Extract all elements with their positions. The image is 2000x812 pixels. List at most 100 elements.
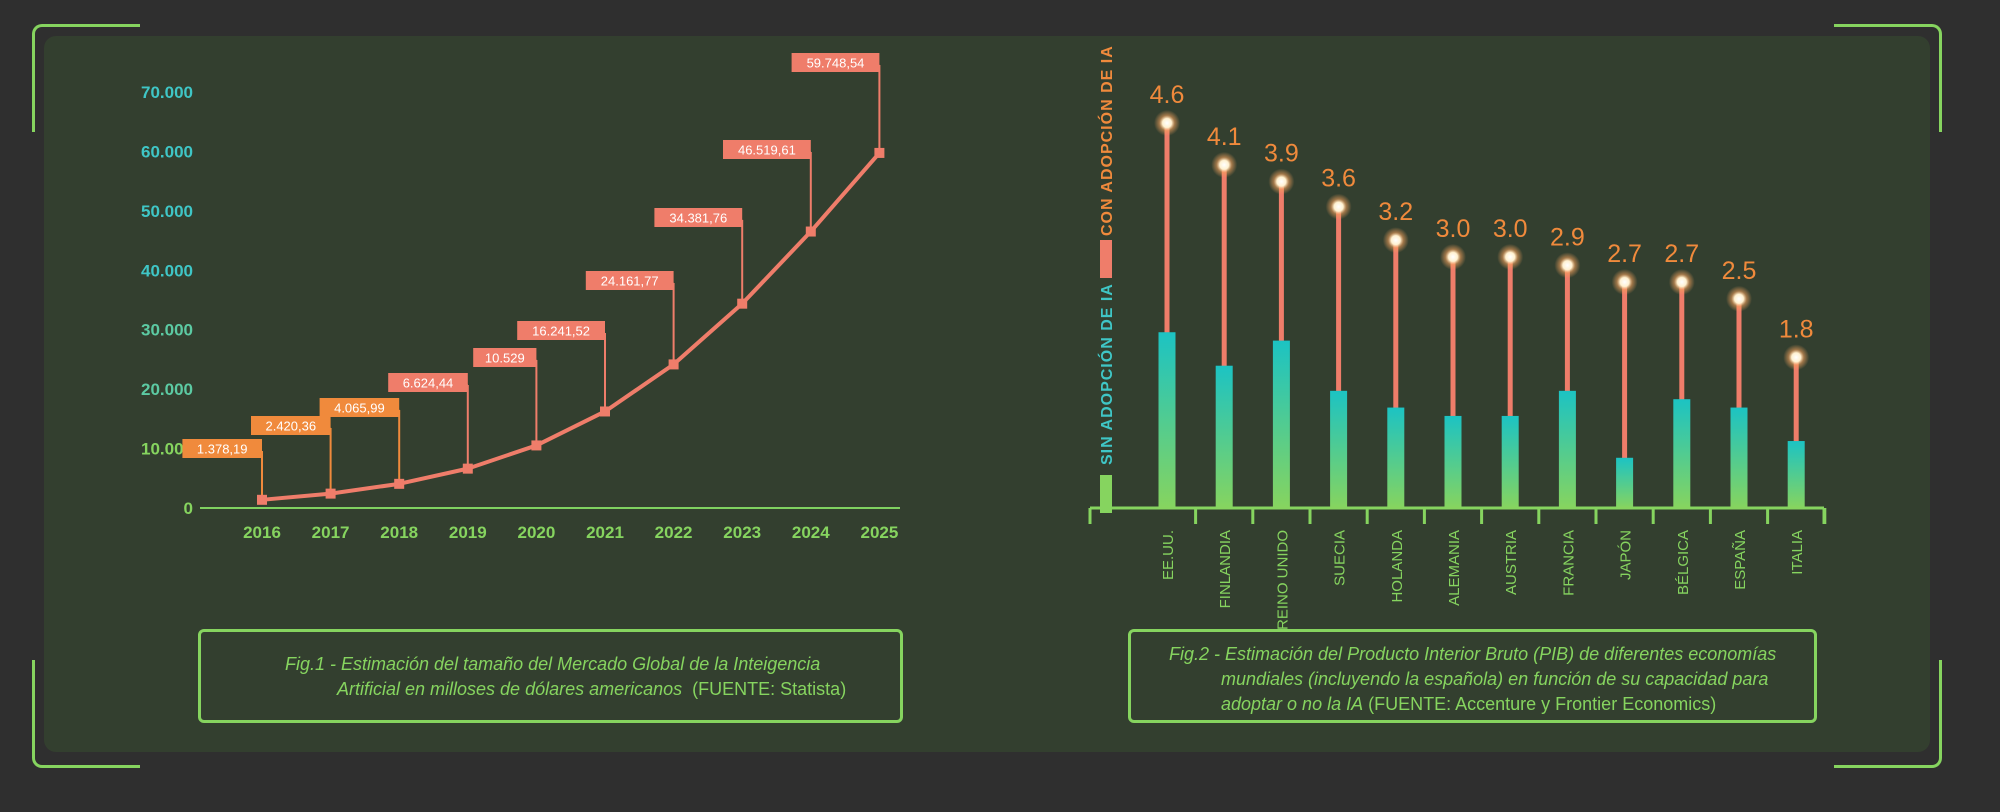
con-ia-value-label: 3.0 bbox=[1436, 215, 1471, 243]
sin-ia-bar bbox=[1558, 390, 1576, 508]
y-tick-label: 10.000 bbox=[141, 440, 193, 459]
figure-1-caption-title: Fig.1 - Estimación del tamaño del Mercad… bbox=[285, 654, 821, 674]
data-label: 4.065,99 bbox=[334, 401, 385, 416]
x-tick-label: 2022 bbox=[655, 523, 693, 542]
con-ia-point bbox=[1154, 110, 1180, 136]
con-ia-point bbox=[1382, 227, 1409, 254]
y-tick-label: 40.000 bbox=[141, 261, 193, 280]
con-ia-point bbox=[1497, 243, 1524, 270]
sin-ia-bar bbox=[1616, 457, 1634, 508]
figure-2-caption-title: Fig.2 - Estimación del Producto Interior… bbox=[1169, 644, 1777, 664]
data-label-box bbox=[473, 348, 537, 367]
legend-label-con: CON ADOPCIÓN DE IA bbox=[1097, 45, 1116, 236]
data-label-box bbox=[388, 373, 468, 392]
data-label: 16.241,52 bbox=[532, 324, 590, 339]
x-category-label: JAPÓN bbox=[1618, 530, 1635, 580]
con-ia-point bbox=[1783, 344, 1810, 371]
y-tick-label: 0 bbox=[184, 499, 193, 518]
data-label-box bbox=[251, 416, 331, 435]
x-tick-label: 2024 bbox=[792, 523, 830, 542]
x-category-label: ALEMANIA bbox=[1446, 530, 1463, 606]
data-label-box bbox=[654, 208, 743, 227]
frame-corner-bottom-left bbox=[32, 660, 140, 768]
sin-ia-bar bbox=[1272, 340, 1290, 508]
con-ia-value-label: 3.6 bbox=[1321, 165, 1356, 193]
y-tick-label: 70.000 bbox=[141, 83, 193, 102]
frame-corner-top-left bbox=[32, 24, 140, 132]
sin-ia-bar bbox=[1215, 365, 1233, 508]
data-label-box bbox=[182, 439, 262, 458]
data-label: 46.519,61 bbox=[738, 143, 796, 158]
con-ia-value-label: 2.7 bbox=[1607, 240, 1642, 268]
con-ia-point bbox=[1668, 269, 1695, 296]
line-point bbox=[531, 440, 542, 451]
x-tick-label: 2025 bbox=[860, 523, 898, 542]
legend-swatch-sin bbox=[1100, 475, 1112, 513]
x-tick-label: 2017 bbox=[312, 523, 350, 542]
data-label: 6.624,44 bbox=[403, 376, 454, 391]
x-tick-label: 2020 bbox=[517, 523, 555, 542]
con-ia-point bbox=[1554, 252, 1581, 279]
x-category-label: ESPAÑA bbox=[1732, 530, 1749, 590]
line-point bbox=[325, 488, 336, 499]
line-point bbox=[737, 298, 748, 309]
data-label: 24.161,77 bbox=[601, 274, 659, 289]
figure-2-caption-title-line3: adoptar o no la IA bbox=[1221, 694, 1364, 714]
sin-ia-bar bbox=[1730, 407, 1748, 508]
con-ia-value-label: 4.1 bbox=[1207, 123, 1242, 151]
figure-2-caption: Fig.2 - Estimación del Producto Interior… bbox=[1128, 629, 1817, 723]
data-label: 34.381,76 bbox=[669, 211, 727, 226]
data-label-box bbox=[319, 398, 400, 417]
figure-2-caption-title-line2: mundiales (incluyendo la española) en fu… bbox=[1221, 669, 1769, 689]
data-label-box bbox=[723, 140, 811, 159]
x-tick-label: 2019 bbox=[449, 523, 487, 542]
line-point bbox=[874, 147, 885, 158]
sin-ia-bar bbox=[1673, 399, 1691, 508]
x-category-label: ITALIA bbox=[1789, 530, 1806, 575]
sin-ia-bar bbox=[1387, 407, 1405, 508]
x-tick-label: 2023 bbox=[723, 523, 761, 542]
x-category-label: SUECIA bbox=[1332, 530, 1349, 586]
con-ia-value-label: 2.5 bbox=[1722, 257, 1757, 285]
y-tick-label: 20.000 bbox=[141, 380, 193, 399]
x-category-label: FRANCIA bbox=[1560, 530, 1577, 596]
x-category-label: HOLANDA bbox=[1389, 530, 1406, 603]
x-category-label: REINO UNIDO bbox=[1274, 530, 1291, 630]
con-ia-point bbox=[1268, 168, 1295, 195]
frame-corner-bottom-right bbox=[1834, 660, 1942, 768]
con-ia-value-label: 2.7 bbox=[1664, 240, 1699, 268]
legend-swatch-con bbox=[1100, 240, 1112, 278]
data-label-box bbox=[791, 53, 880, 72]
figure-2-caption-source: (FUENTE: Accenture y Frontier Economics) bbox=[1368, 694, 1717, 714]
data-label: 2.420,36 bbox=[265, 419, 316, 434]
line-point bbox=[805, 226, 816, 237]
data-label: 10.529 bbox=[485, 351, 525, 366]
sin-ia-bar bbox=[1501, 415, 1519, 508]
sin-ia-bar bbox=[1330, 390, 1348, 508]
legend-label-sin: SIN ADOPCIÓN DE IA bbox=[1097, 283, 1116, 465]
x-category-label: AUSTRIA bbox=[1503, 530, 1520, 595]
y-tick-label: 30.000 bbox=[141, 321, 193, 340]
figure-1-caption-title-line2: Artificial en milloses de dólares americ… bbox=[337, 679, 683, 699]
x-category-label: BÉLGICA bbox=[1675, 530, 1692, 595]
figure-1-caption-source: (FUENTE: Statista) bbox=[692, 679, 847, 699]
frame-corner-top-right bbox=[1834, 24, 1942, 132]
con-ia-point bbox=[1440, 243, 1466, 270]
con-ia-value-label: 3.9 bbox=[1264, 140, 1299, 168]
y-tick-label: 60.000 bbox=[141, 142, 193, 161]
con-ia-value-label: 2.9 bbox=[1550, 223, 1585, 251]
line-point bbox=[668, 359, 679, 370]
x-category-label: EE.UU. bbox=[1160, 530, 1177, 580]
line-point bbox=[600, 406, 610, 417]
y-tick-label: 50.000 bbox=[141, 202, 193, 221]
x-category-label: FINLANDIA bbox=[1217, 530, 1234, 608]
con-ia-point bbox=[1325, 193, 1352, 220]
data-label: 1.378,19 bbox=[197, 442, 248, 457]
sin-ia-bar bbox=[1444, 415, 1462, 508]
data-label-box bbox=[517, 321, 605, 340]
con-ia-value-label: 3.0 bbox=[1493, 215, 1528, 243]
sin-ia-bar bbox=[1158, 332, 1176, 508]
line-point bbox=[462, 463, 473, 474]
x-tick-label: 2016 bbox=[243, 523, 281, 542]
